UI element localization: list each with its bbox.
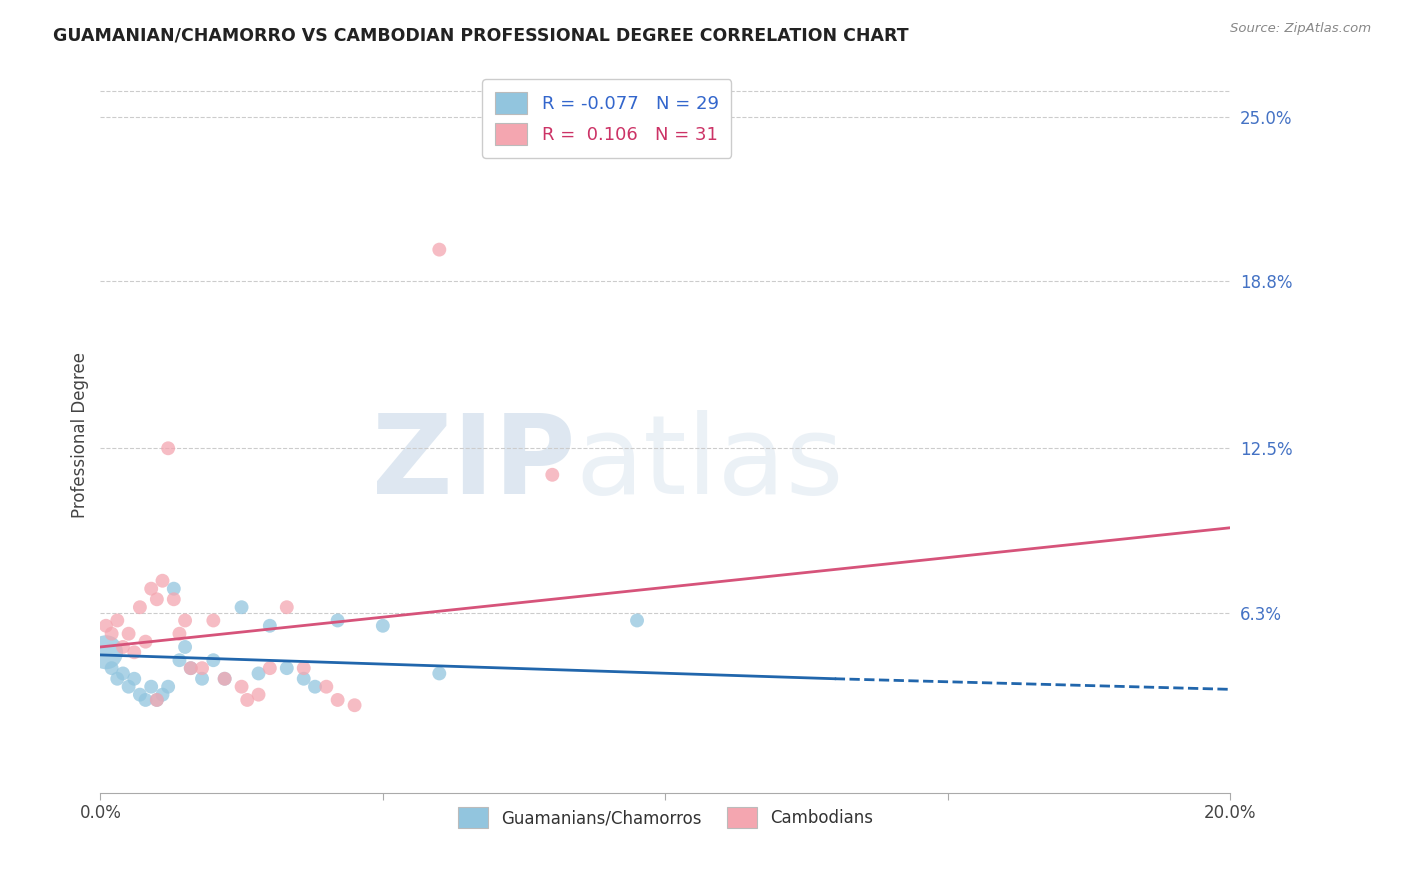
Point	[152, 688, 174, 702]
Point	[247, 688, 270, 702]
Point	[180, 661, 202, 675]
Point	[152, 574, 174, 588]
Point	[94, 619, 117, 633]
Point	[105, 614, 128, 628]
Point	[105, 672, 128, 686]
Point	[292, 672, 315, 686]
Point	[122, 672, 145, 686]
Point	[236, 693, 259, 707]
Point	[276, 600, 298, 615]
Point	[326, 693, 349, 707]
Legend: Guamanians/Chamorros, Cambodians: Guamanians/Chamorros, Cambodians	[451, 801, 880, 834]
Point	[146, 592, 169, 607]
Point	[169, 626, 191, 640]
Point	[128, 688, 150, 702]
Point	[371, 619, 394, 633]
Point	[541, 467, 564, 482]
Point	[111, 640, 134, 654]
Point	[304, 680, 326, 694]
Y-axis label: Professional Degree: Professional Degree	[72, 352, 89, 518]
Point	[259, 619, 281, 633]
Point	[141, 680, 163, 694]
Point	[231, 600, 253, 615]
Point	[157, 442, 180, 456]
Point	[202, 653, 225, 667]
Text: GUAMANIAN/CHAMORRO VS CAMBODIAN PROFESSIONAL DEGREE CORRELATION CHART: GUAMANIAN/CHAMORRO VS CAMBODIAN PROFESSI…	[53, 27, 910, 45]
Point	[202, 614, 225, 628]
Point	[122, 645, 145, 659]
Text: ZIP: ZIP	[371, 410, 575, 517]
Point	[315, 680, 337, 694]
Point	[169, 653, 191, 667]
Point	[117, 680, 139, 694]
Point	[427, 243, 450, 257]
Point	[326, 614, 349, 628]
Point	[214, 672, 236, 686]
Point	[163, 582, 186, 596]
Point	[128, 600, 150, 615]
Point	[146, 693, 169, 707]
Point	[146, 693, 169, 707]
Text: Source: ZipAtlas.com: Source: ZipAtlas.com	[1230, 22, 1371, 36]
Point	[247, 666, 270, 681]
Point	[141, 582, 163, 596]
Point	[231, 680, 253, 694]
Point	[94, 645, 117, 659]
Point	[191, 661, 214, 675]
Text: atlas: atlas	[575, 410, 844, 517]
Point	[174, 640, 197, 654]
Point	[180, 661, 202, 675]
Point	[174, 614, 197, 628]
Point	[100, 626, 122, 640]
Point	[427, 666, 450, 681]
Point	[163, 592, 186, 607]
Point	[135, 634, 157, 648]
Point	[292, 661, 315, 675]
Point	[276, 661, 298, 675]
Point	[259, 661, 281, 675]
Point	[157, 680, 180, 694]
Point	[111, 666, 134, 681]
Point	[191, 672, 214, 686]
Point	[214, 672, 236, 686]
Point	[626, 614, 648, 628]
Point	[117, 626, 139, 640]
Point	[343, 698, 366, 713]
Point	[100, 661, 122, 675]
Point	[135, 693, 157, 707]
